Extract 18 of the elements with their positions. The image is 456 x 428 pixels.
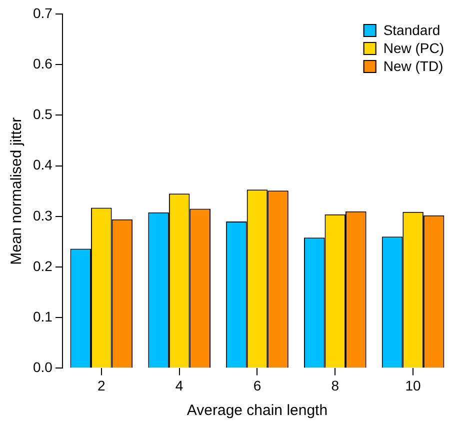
y-tick-label: 0.6: [32, 55, 53, 72]
y-tick-label: 0.3: [32, 207, 53, 224]
x-tick-label: 6: [253, 377, 262, 394]
x-tick-label: 4: [175, 377, 184, 394]
y-tick-label: 0.2: [32, 258, 53, 274]
y-tick-label: 0.0: [32, 359, 53, 376]
legend-label: Standard: [383, 22, 440, 38]
x-tick-label: 2: [98, 377, 106, 394]
y-tick-label: 0.5: [32, 106, 53, 122]
legend-label: New (TD): [383, 58, 444, 74]
x-tick-label: 8: [331, 377, 340, 394]
y-tick-label: 0.7: [32, 4, 53, 21]
legend-label: New (PC): [383, 40, 444, 56]
x-axis-title: Average chain length: [186, 402, 328, 420]
y-tick-label: 0.1: [32, 308, 53, 324]
y-axis-title: Mean normalised jitter: [8, 117, 26, 265]
y-tick-label: 0.4: [32, 156, 53, 173]
x-tick-label: 10: [405, 377, 422, 394]
